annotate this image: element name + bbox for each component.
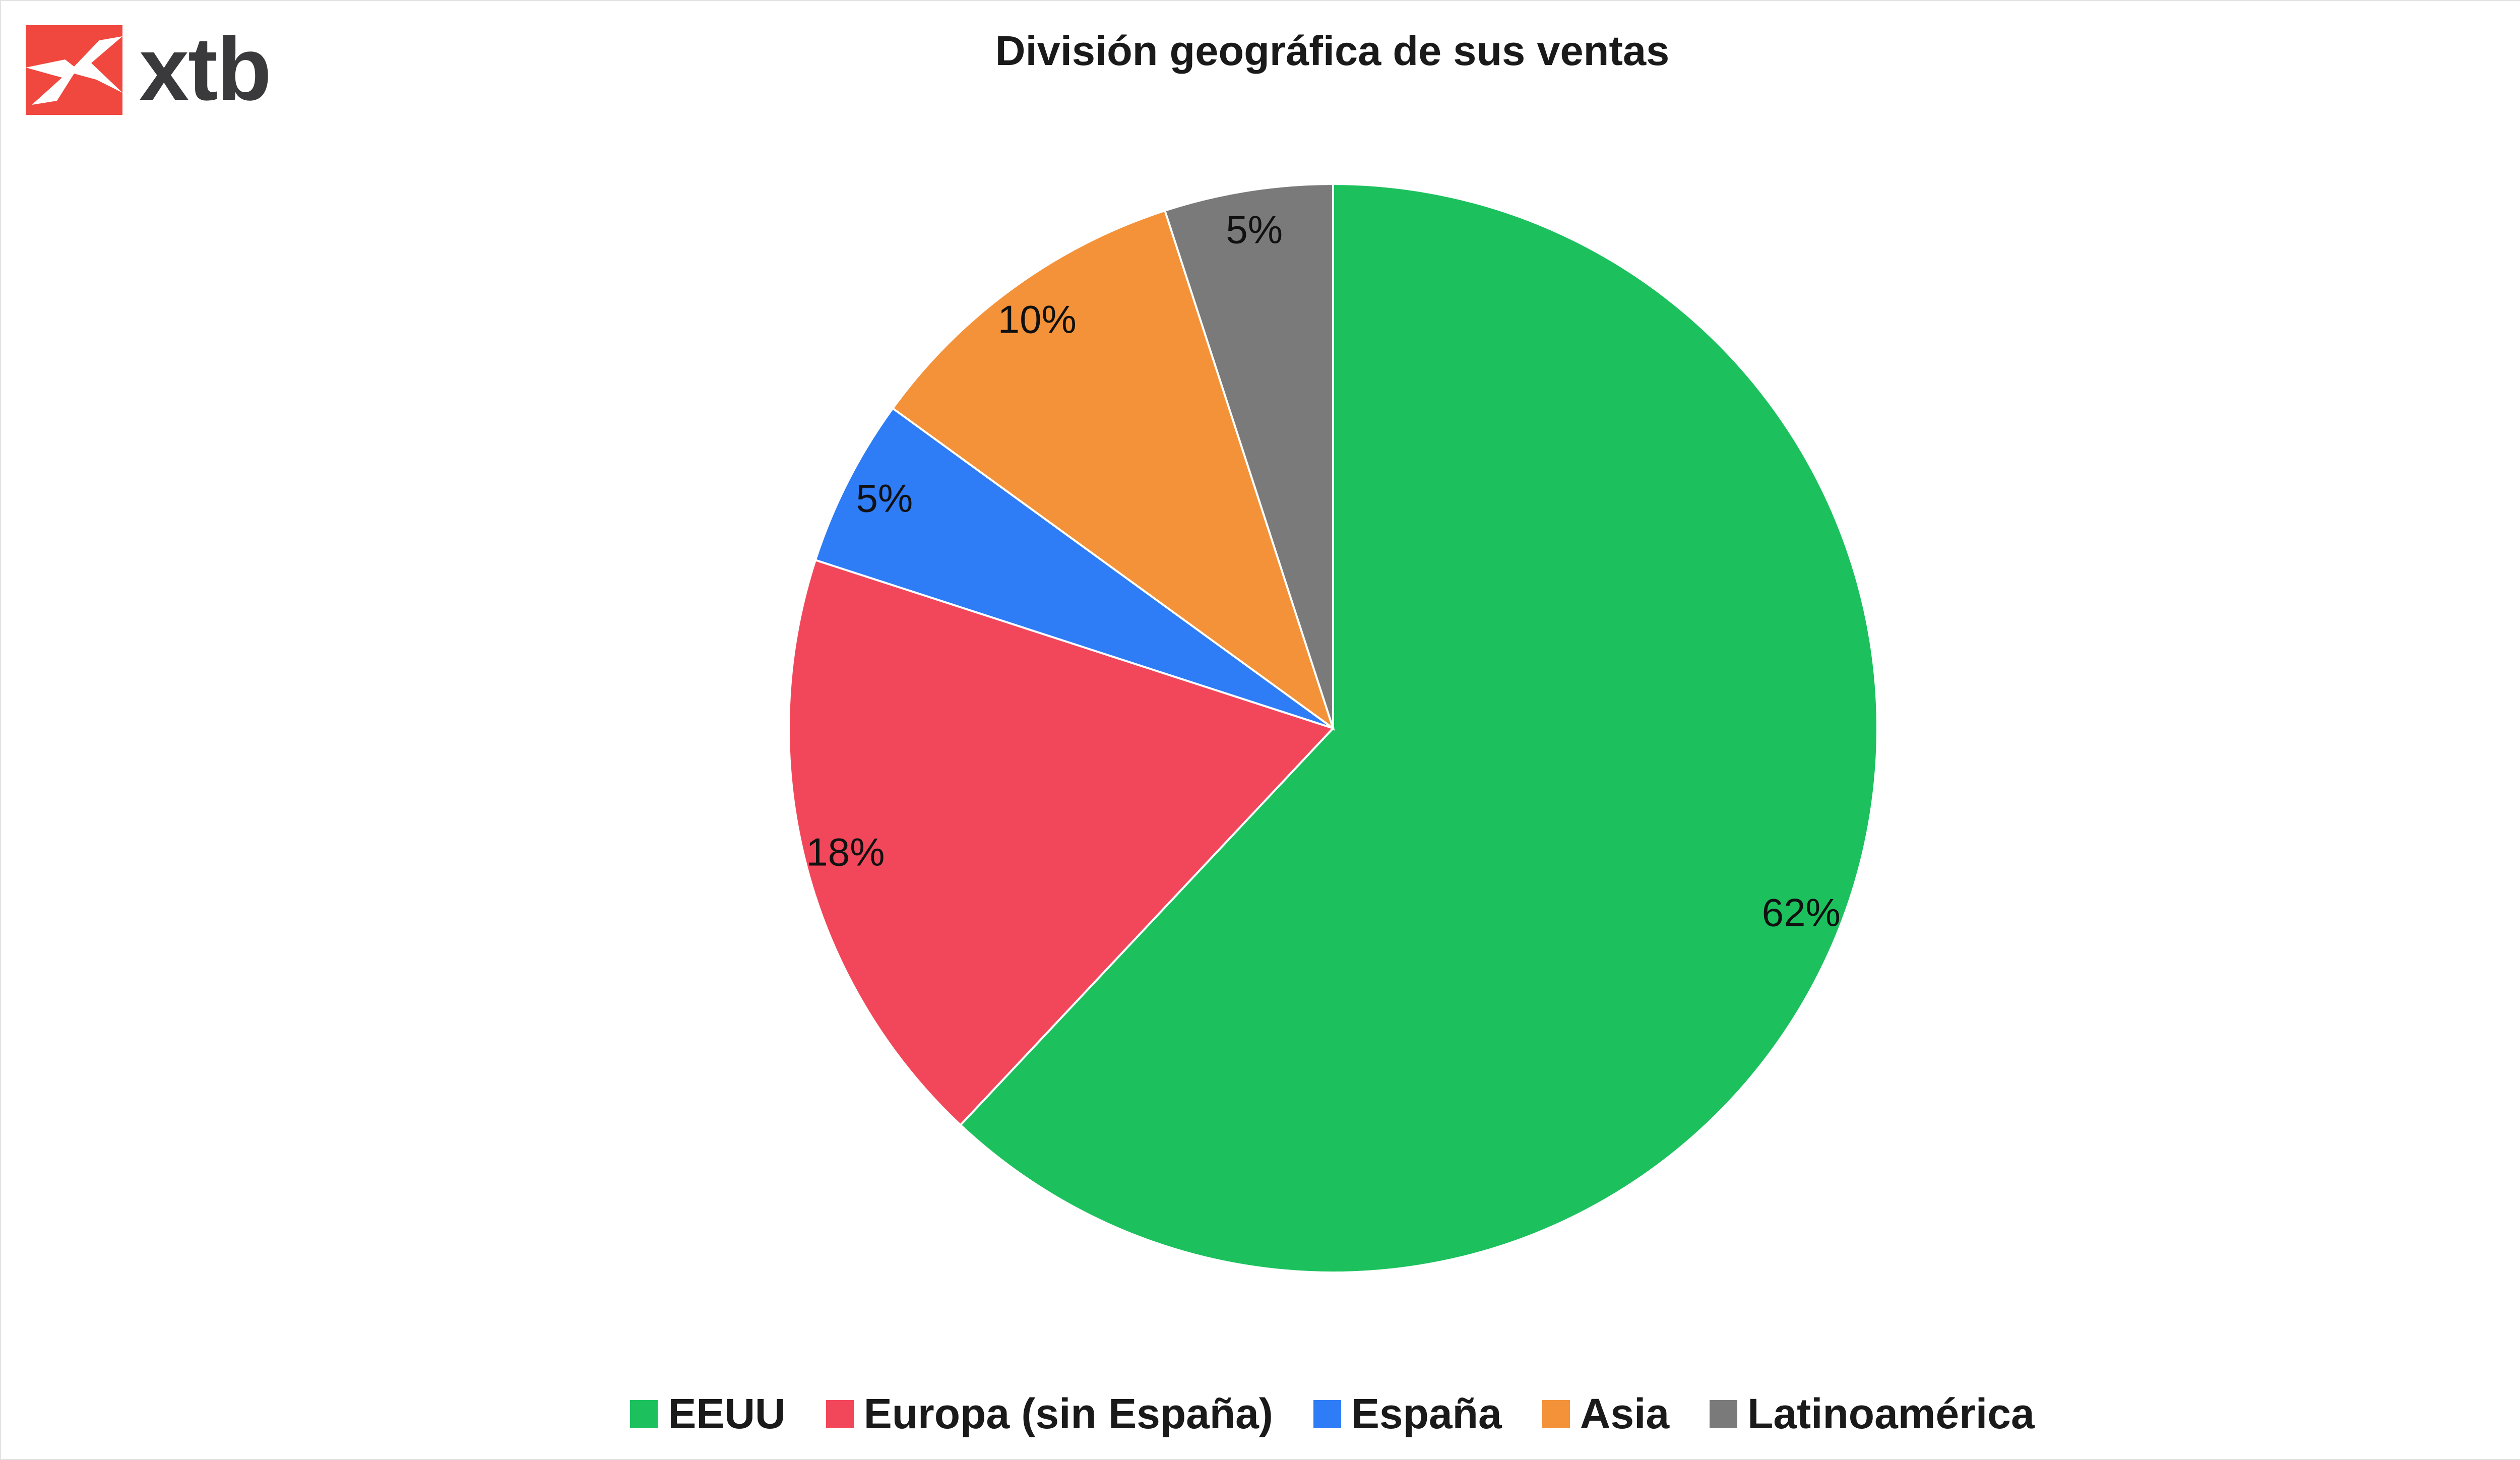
svg-text:5%: 5%: [856, 476, 913, 521]
svg-text:5%: 5%: [1226, 208, 1283, 252]
svg-text:18%: 18%: [806, 830, 885, 874]
svg-text:10%: 10%: [998, 297, 1077, 342]
svg-text:62%: 62%: [1762, 891, 1841, 935]
